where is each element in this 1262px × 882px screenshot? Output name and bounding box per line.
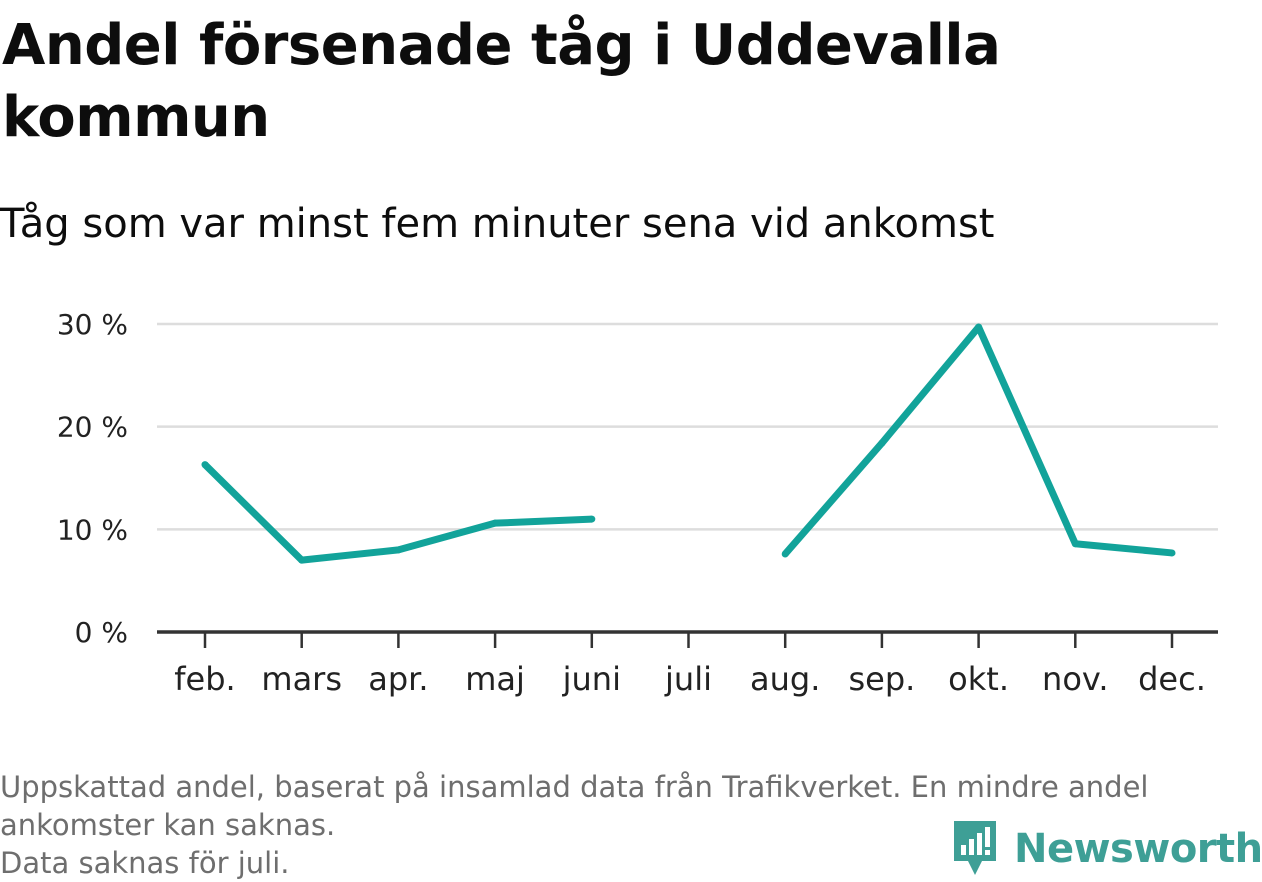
series-line xyxy=(782,323,1173,557)
data-point xyxy=(975,323,983,331)
line-chart: 0 % 10 % 20 % 30 % feb. mars apr. maj juni juli a… xyxy=(57,308,1218,698)
data-point xyxy=(201,461,209,469)
y-tick-label: 0 % xyxy=(75,616,128,649)
y-tick-label: 20 % xyxy=(57,411,128,444)
data-point xyxy=(781,550,789,558)
footnote: Uppskattad andel, baserat på insamlad da… xyxy=(0,768,1250,882)
y-tick-label: 10 % xyxy=(57,513,128,546)
data-point xyxy=(588,515,596,523)
data-point xyxy=(878,439,886,447)
bar-chart-speech-bubble-icon xyxy=(954,821,996,875)
x-tick-label: apr. xyxy=(368,660,428,698)
x-tick-label: juli xyxy=(664,660,712,698)
x-tick-label: aug. xyxy=(750,660,820,698)
footnote-line: Data saknas för juli. xyxy=(0,846,290,880)
data-point xyxy=(394,546,402,554)
data-point xyxy=(298,556,306,564)
data-point xyxy=(1168,549,1176,557)
x-tick-label: okt. xyxy=(948,660,1009,698)
chart-title: Andel försenade tåg i Uddevalla kommun xyxy=(2,13,1001,150)
x-tick-label: mars xyxy=(261,660,342,698)
y-axis-ticks: 0 % 10 % 20 % 30 % xyxy=(57,308,128,649)
x-tick-label: dec. xyxy=(1138,660,1206,698)
newsworthy-logo: Newsworthy xyxy=(950,818,1262,880)
x-axis-ticks: feb. mars apr. maj juni juli aug. sep. okt. nov. d… xyxy=(174,632,1206,698)
gridlines xyxy=(157,322,1218,531)
x-tick-label: feb. xyxy=(174,660,235,698)
x-tick-label: nov. xyxy=(1042,660,1108,698)
brand-name: Newsworthy xyxy=(1014,826,1262,872)
chart-subtitle: Tåg som var minst fem minuter sena vid a… xyxy=(0,201,995,247)
x-tick-label: maj xyxy=(465,660,525,698)
series-layer xyxy=(201,323,1176,564)
x-tick-label: juni xyxy=(562,660,621,698)
footnote-line: Uppskattad andel, baserat på insamlad da… xyxy=(0,770,1149,804)
data-point xyxy=(1071,540,1079,548)
x-tick-label: sep. xyxy=(848,660,915,698)
footnote-line: ankomster kan saknas. xyxy=(0,808,336,842)
data-point xyxy=(491,519,499,527)
series-line xyxy=(202,462,592,564)
y-tick-label: 30 % xyxy=(57,308,128,341)
